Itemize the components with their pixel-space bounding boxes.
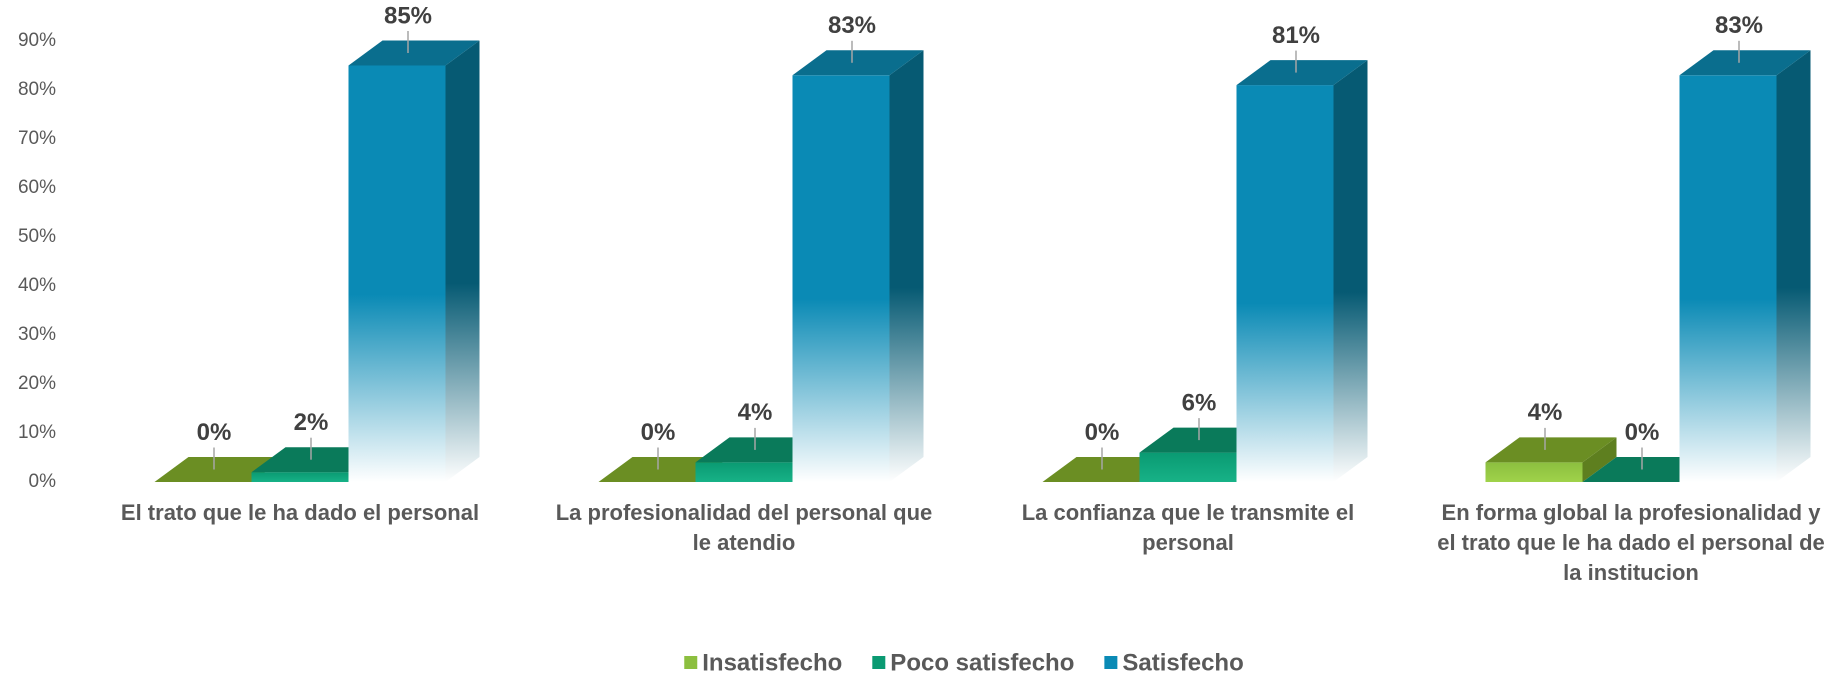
x-tick-label: La profesionalidad del personal que le at… <box>556 500 933 555</box>
data-label: 0% <box>197 419 232 446</box>
bar-side <box>889 50 924 483</box>
y-tick-label: 30% <box>18 324 56 345</box>
bar-front <box>1139 452 1237 482</box>
data-label: 0% <box>1085 419 1120 446</box>
bar-front <box>1679 75 1777 483</box>
bar-top <box>1236 60 1368 86</box>
data-label: 4% <box>738 399 773 426</box>
data-label: 0% <box>641 419 676 446</box>
legend-label: Poco satisfecho <box>890 649 1074 676</box>
bar <box>348 40 480 482</box>
legend-swatch <box>872 656 886 669</box>
data-label: 2% <box>294 409 329 436</box>
data-label: 81% <box>1272 22 1320 49</box>
bar-front <box>348 65 446 482</box>
bar-top <box>792 50 924 76</box>
y-tick-label: 40% <box>18 275 56 296</box>
data-label: 83% <box>828 12 876 39</box>
y-tick-label: 60% <box>18 177 56 198</box>
bar <box>1679 50 1811 483</box>
bar-side <box>1776 50 1811 483</box>
legend-swatch <box>684 656 698 669</box>
bar-front <box>792 75 890 483</box>
y-tick-label: 70% <box>18 128 56 149</box>
data-label: 6% <box>1182 389 1217 416</box>
legend: Insatisfecho Poco satisfecho Satisfecho <box>684 649 1244 676</box>
x-tick-label: La confianza que le transmite el personal <box>1022 500 1355 555</box>
bar-side <box>445 40 480 482</box>
legend-label: Insatisfecho <box>702 649 842 676</box>
data-label: 4% <box>1528 399 1563 426</box>
legend-label: Satisfecho <box>1122 649 1243 676</box>
bar-front <box>1485 462 1583 482</box>
data-label: 0% <box>1625 419 1660 446</box>
bar <box>1236 60 1368 482</box>
y-tick-label: 0% <box>29 471 57 492</box>
x-tick-label: El trato que le ha dado el personal <box>121 500 479 525</box>
bar-front <box>695 462 793 482</box>
bar-top <box>1485 437 1617 463</box>
bar-top <box>348 40 480 66</box>
bar <box>1485 437 1617 482</box>
data-label: 85% <box>384 2 432 29</box>
y-tick-label: 80% <box>18 79 56 100</box>
y-tick-label: 10% <box>18 422 56 443</box>
y-tick-label: 90% <box>18 30 56 51</box>
y-tick-label: 20% <box>18 373 56 394</box>
legend-swatch <box>1104 656 1118 669</box>
x-tick-label: En forma global la profesionalidad y el t… <box>1437 500 1825 585</box>
bar-front <box>251 472 349 482</box>
bar-front <box>1236 85 1334 482</box>
bar-side <box>1582 437 1617 482</box>
bar-top <box>1679 50 1811 76</box>
data-label: 83% <box>1715 12 1763 39</box>
y-tick-label: 50% <box>18 226 56 247</box>
bar-side <box>1333 60 1368 482</box>
bar <box>792 50 924 483</box>
